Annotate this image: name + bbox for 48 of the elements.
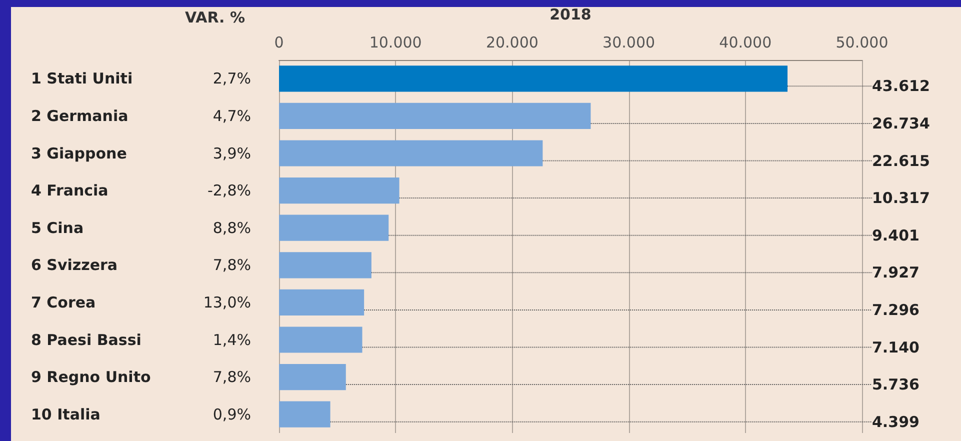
text: -2,8% [207, 182, 251, 200]
y-tick-label: 5 Cina [31, 218, 84, 237]
x-tick-label: 40.000 [719, 34, 772, 52]
y-tick-label: 4 Francia [31, 182, 108, 200]
x-tick-label: 20.000 [486, 34, 538, 52]
bar [279, 214, 389, 241]
bar [279, 66, 788, 92]
y-tick-label: 3 Giappone [31, 144, 127, 162]
bar [279, 177, 400, 204]
text: 4,7% [212, 106, 251, 125]
x-tick-label: 10.000 [369, 34, 422, 52]
bar [279, 289, 364, 316]
y-tick-label: 6 Svizzera [31, 256, 118, 274]
x-axis-title: 2018 [550, 6, 592, 24]
data-label: 22.615 [872, 152, 930, 170]
y-tick-label: 2 Germania [31, 106, 128, 125]
text: 3,9% [212, 144, 251, 162]
text: 7,8% [212, 256, 251, 274]
bar [279, 401, 330, 428]
bar [279, 364, 346, 390]
data-label: 7.140 [872, 338, 920, 356]
y-tick-label: 8 Paesi Bassi [31, 330, 142, 349]
text: 13,0% [203, 293, 251, 312]
y-tick-label: 1 Stati Uniti [31, 70, 133, 88]
bar [279, 252, 372, 278]
data-label: 7.296 [872, 300, 920, 319]
data-label: 26.734 [872, 114, 930, 132]
text: 1,4% [212, 330, 251, 349]
data-label: 10.317 [872, 189, 930, 208]
data-label: 43.612 [872, 77, 930, 96]
text: VAR. % [185, 8, 246, 26]
text: 2,7% [212, 70, 251, 88]
bar [279, 102, 591, 130]
data-label: 7.927 [872, 264, 920, 282]
x-tick-label: 0 [274, 34, 284, 52]
text: 8,8% [212, 218, 251, 237]
y-tick-label: 9 Regno Unito [31, 368, 151, 386]
text: 0,9% [212, 405, 251, 424]
x-tick-label: 30.000 [602, 34, 656, 52]
bar [279, 140, 543, 166]
y-tick-label: 10 Italia [31, 405, 100, 424]
data-label: 9.401 [872, 226, 920, 244]
text: 7,8% [212, 368, 251, 386]
data-label: 4.399 [872, 412, 920, 431]
data-label: 5.736 [872, 376, 920, 394]
bar [279, 326, 362, 353]
y-tick-label: 7 Corea [31, 293, 96, 312]
x-tick-label: 50.000 [836, 34, 888, 52]
